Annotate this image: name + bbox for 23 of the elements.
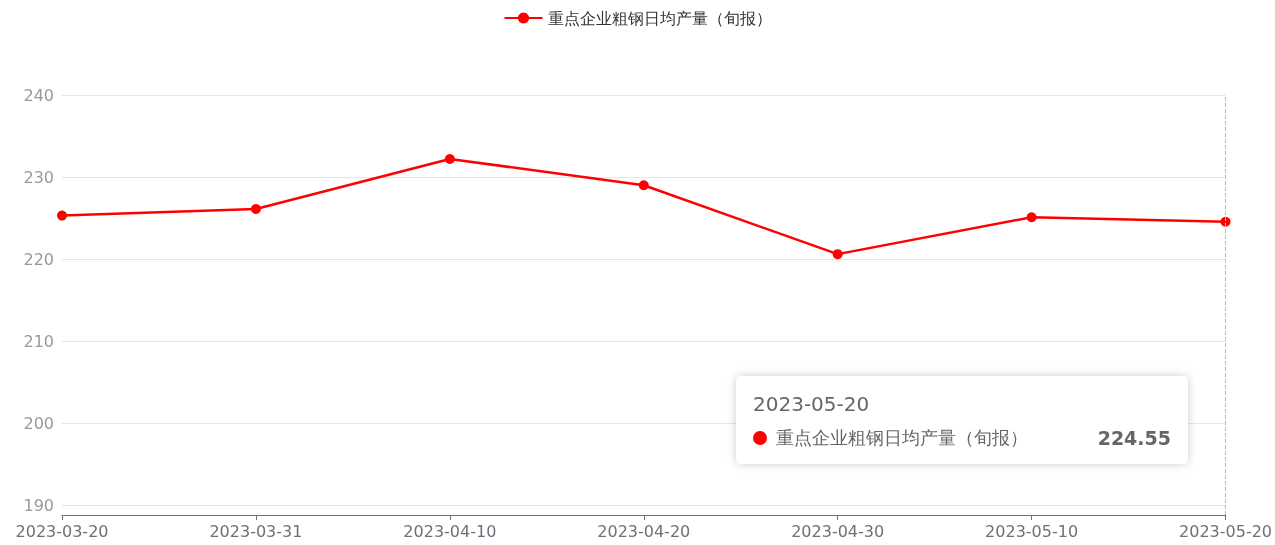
- y-tick-label: 210: [23, 331, 54, 351]
- annotation: 2023-05-20: [753, 391, 871, 418]
- y-tick-label: 240: [23, 85, 54, 105]
- x-tick-label: 2023-04-20: [597, 521, 691, 541]
- x-tick-label: 2023-03-20: [15, 521, 109, 541]
- legend-label: 重点企业粗钢日均产量（旬报）: [547, 8, 772, 28]
- x-tick-label: 2023-05-10: [985, 521, 1079, 541]
- point: [250, 204, 261, 215]
- point: [1026, 212, 1037, 223]
- y-tick-label: 190: [23, 495, 54, 515]
- x-tick-label: 2023-04-30: [791, 521, 885, 541]
- text: 重点企业粗钢日均产量（旬报）: [776, 427, 1028, 448]
- point: [638, 180, 649, 191]
- point: [444, 153, 455, 164]
- x-tick-label: 2023-05-20: [1179, 521, 1272, 541]
- y-tick-label: 230: [23, 167, 54, 187]
- point: [832, 249, 843, 260]
- x-tick-label: 2023-04-10: [403, 521, 497, 541]
- y-tick-label: 220: [23, 249, 54, 269]
- annotation: 224.55: [1097, 427, 1171, 449]
- point: [57, 210, 67, 221]
- x-tick-label: 2023-03-31: [209, 521, 303, 541]
- y-tick-label: 200: [23, 413, 54, 433]
